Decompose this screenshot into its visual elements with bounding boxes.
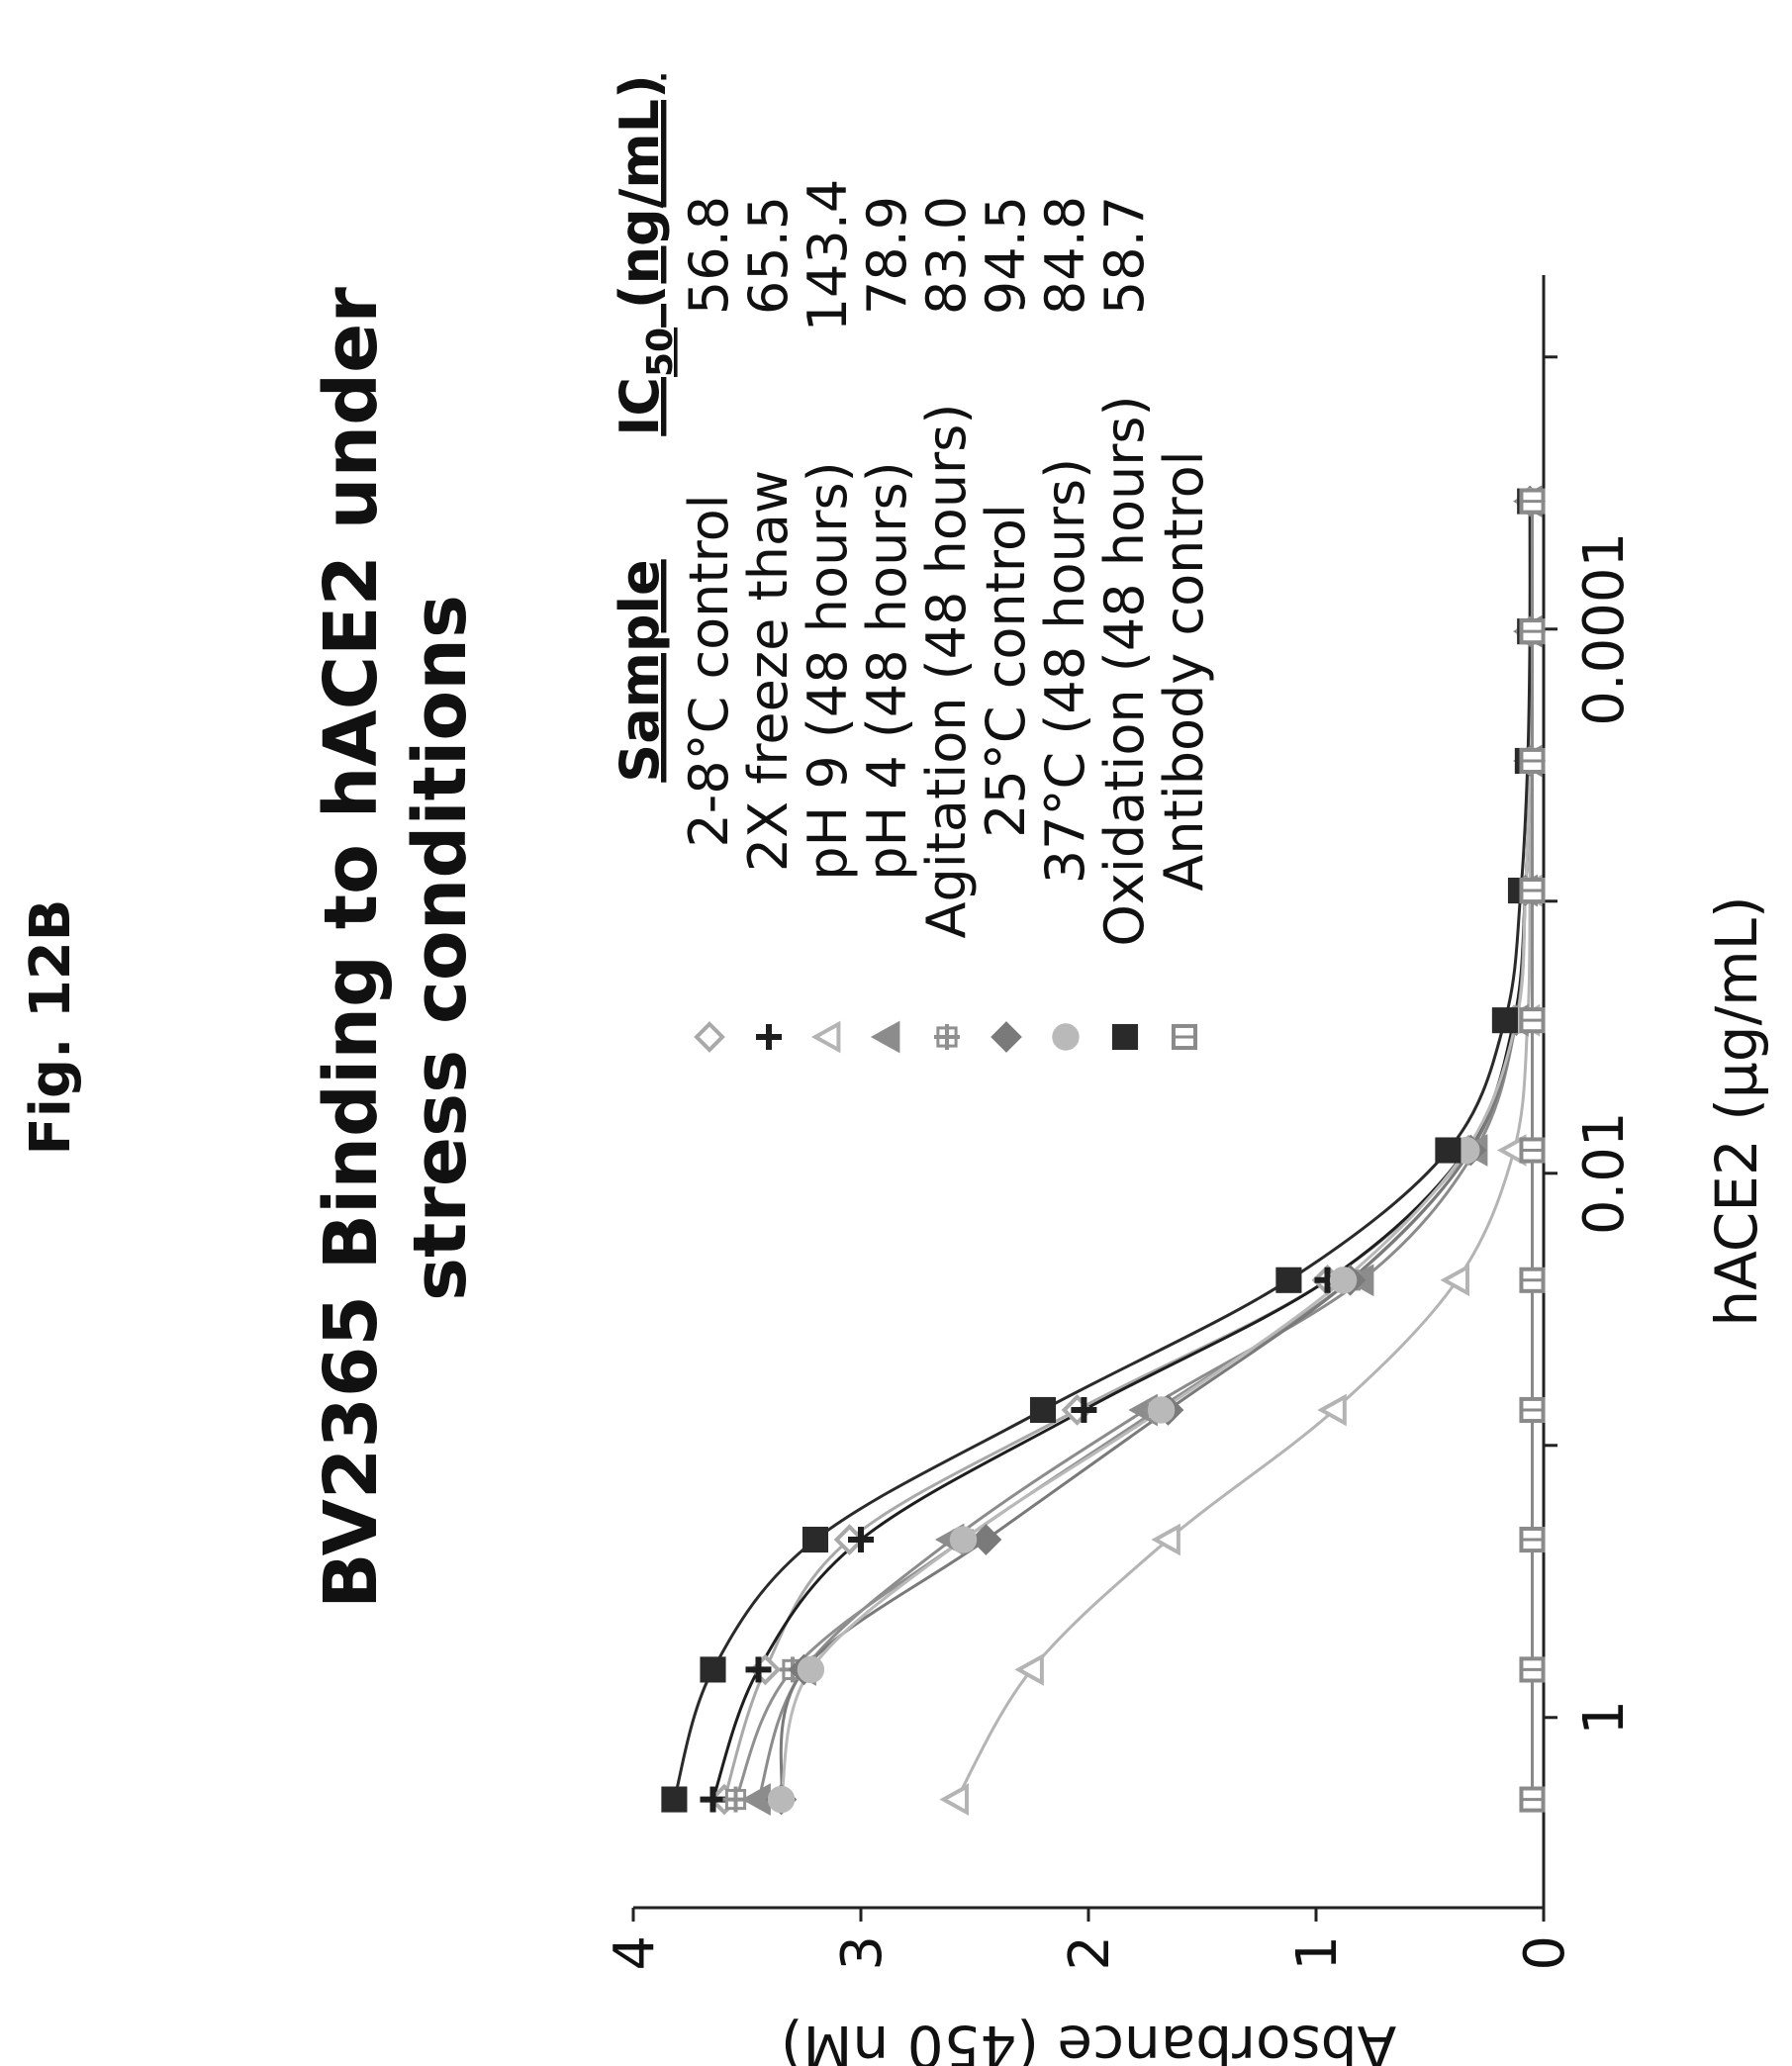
series-line (780, 501, 1533, 1800)
legend-marker (1052, 1023, 1080, 1051)
legend-label: Oxidation (48 hours) (1093, 395, 1156, 946)
data-point (741, 1783, 771, 1816)
ic50-header: IC50 (ng/mL) (609, 74, 681, 436)
data-point (767, 1785, 796, 1814)
ic50-value: 58.7 (1093, 196, 1156, 315)
data-point (1275, 1267, 1302, 1293)
data-point (848, 1527, 874, 1553)
legend-marker (934, 1024, 960, 1050)
data-point (1317, 1393, 1347, 1427)
series-markers (661, 485, 1547, 1816)
data-point (1151, 1523, 1180, 1556)
legend-marker (1111, 1023, 1139, 1051)
plot-area: 0 1 2 3 4 1 0.01 0.0001 (603, 275, 1637, 1971)
ic50-value: 94.5 (975, 196, 1037, 315)
y-axis-title: Absorbance (450 nM) (781, 2013, 1396, 2066)
data-point (661, 1786, 688, 1813)
data-point (1519, 1656, 1546, 1683)
data-point (700, 1786, 726, 1813)
data-point (1491, 1007, 1518, 1034)
x-tick-label: 0.01 (1572, 1111, 1637, 1235)
x-tick-label: 0.0001 (1572, 532, 1637, 726)
data-point (1519, 1137, 1546, 1164)
data-point (1519, 1526, 1546, 1553)
data-point (1440, 1264, 1469, 1297)
data-point (1519, 747, 1546, 775)
y-tick-label: 1 (1285, 1935, 1350, 1971)
legend-label: 25°C control (975, 504, 1037, 838)
legend-label: 37°C (48 hours) (1034, 458, 1096, 884)
chart-title-line-1: BV2365 Binding to hACE2 under (309, 287, 394, 1609)
x-tick-label: 1 (1572, 1700, 1637, 1736)
legend-label: pH 4 (48 hours) (856, 461, 918, 880)
data-point (939, 1783, 969, 1816)
data-point (802, 1526, 829, 1553)
ic50-header-main: IC (609, 377, 671, 436)
legend-label: 2-8°C control (678, 494, 740, 847)
data-point (1071, 1396, 1097, 1423)
y-tick-label: 0 (1513, 1935, 1577, 1971)
y-tick-label: 2 (1058, 1935, 1122, 1971)
data-point (722, 1786, 749, 1813)
ic50-header-sub: 50 (640, 328, 681, 377)
legend-marker (756, 1024, 782, 1050)
y-tick-label: 3 (830, 1935, 895, 1971)
data-point (1519, 1396, 1546, 1424)
data-point (1519, 1007, 1546, 1034)
legend-label: Agitation (48 hours) (915, 404, 978, 939)
data-point (797, 1655, 825, 1684)
legend-header: Sample (609, 559, 671, 782)
legend-marker (1171, 1023, 1198, 1051)
ic50-value: 83.0 (915, 196, 978, 315)
x-axis-title: hACE2 (µg/mL) (1703, 895, 1770, 1326)
chart-title-line-2: stress conditions (398, 595, 483, 1301)
data-point (1519, 1267, 1546, 1293)
data-point (1147, 1396, 1176, 1424)
legend-label: pH 9 (48 hours) (797, 461, 859, 880)
legend-marker (810, 1020, 841, 1054)
ic50-value: 84.8 (1034, 196, 1096, 315)
data-point (1519, 488, 1546, 515)
y-tick-label: 4 (603, 1935, 667, 1971)
ic50-value: 65.5 (737, 196, 800, 315)
data-point (970, 1524, 1002, 1555)
ic50-value: 78.9 (856, 196, 918, 315)
data-point (1519, 877, 1546, 904)
legend-marker (870, 1020, 900, 1054)
data-point (1435, 1137, 1462, 1164)
rotated-figure: Fig. 12B BV2365 Binding to hACE2 under s… (19, 74, 1770, 2066)
data-point (745, 1656, 772, 1683)
data-point (1519, 618, 1546, 645)
ic50-value: 56.8 (678, 196, 740, 315)
data-point (1014, 1653, 1044, 1686)
y-ticks: 0 1 2 3 4 (603, 1908, 1577, 1971)
legend-marker (694, 1021, 725, 1053)
legend-label: Antibody control (1153, 450, 1215, 891)
ic50-header-unit: (ng/mL) (609, 74, 671, 328)
data-point (949, 1526, 978, 1553)
data-point (700, 1656, 726, 1683)
legend-marker (990, 1021, 1022, 1053)
data-point (1519, 1786, 1546, 1813)
data-point (1329, 1267, 1358, 1294)
ic50-value: 143.4 (797, 179, 859, 332)
x-ticks: 1 0.01 0.0001 (1544, 355, 1637, 1736)
legend-label: 2X freeze thaw (737, 470, 800, 872)
figure-label: Fig. 12B (19, 899, 83, 1156)
data-point (1029, 1396, 1057, 1424)
